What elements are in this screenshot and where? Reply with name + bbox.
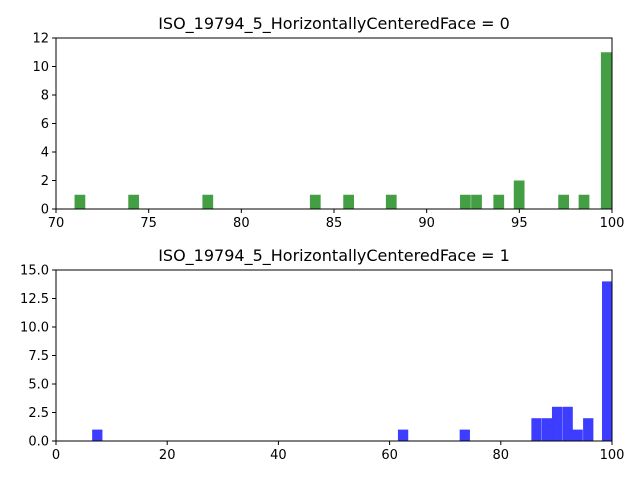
histogram-bar (514, 181, 525, 210)
histogram-bar (386, 195, 397, 209)
x-tick-label: 100 (600, 448, 625, 463)
histogram-bar (75, 195, 86, 209)
x-tick-label: 70 (48, 216, 65, 231)
histogram-bar (202, 195, 213, 209)
histogram-bar (531, 418, 541, 441)
histogram-bar (563, 407, 573, 441)
y-tick-label: 2 (41, 174, 49, 189)
y-tick-label: 10 (32, 60, 49, 75)
x-tick-label: 100 (600, 216, 625, 231)
y-tick-label: 8 (41, 89, 49, 104)
histogram-bar (92, 430, 102, 441)
histogram-bar (128, 195, 139, 209)
x-tick-label: 75 (140, 216, 157, 231)
x-tick-label: 85 (326, 216, 343, 231)
histogram-bar (471, 195, 482, 209)
x-tick-label: 60 (381, 448, 398, 463)
y-tick-label: 0 (41, 203, 49, 218)
y-tick-label: 5.0 (28, 378, 49, 393)
y-tick-label: 7.5 (28, 349, 49, 364)
histogram-bar (579, 195, 590, 209)
histogram-bar (493, 195, 504, 209)
histogram-bar (398, 430, 408, 441)
histogram-bar (310, 195, 321, 209)
y-tick-label: 12.5 (20, 292, 49, 307)
y-tick-label: 12 (32, 32, 49, 47)
x-tick-label: 80 (233, 216, 250, 231)
histogram-bar (602, 281, 612, 441)
y-tick-label: 4 (41, 146, 49, 161)
y-tick-label: 2.5 (28, 406, 49, 421)
histogram-bar (460, 430, 470, 441)
x-tick-label: 40 (270, 448, 287, 463)
x-tick-label: 95 (511, 216, 528, 231)
histogram-bar (558, 195, 569, 209)
x-tick-label: 90 (418, 216, 435, 231)
y-tick-label: 15.0 (20, 264, 49, 279)
histogram-bar (601, 52, 612, 209)
histogram-bar (573, 430, 583, 441)
y-tick-label: 6 (41, 117, 49, 132)
y-tick-label: 0.0 (28, 435, 49, 450)
x-tick-label: 80 (493, 448, 510, 463)
plot-frame (56, 38, 612, 209)
chart-title: ISO_19794_5_HorizontallyCenteredFace = 1 (158, 246, 510, 266)
plot-frame (56, 270, 612, 441)
histogram-bar (552, 407, 562, 441)
histogram-bar (343, 195, 354, 209)
chart-title: ISO_19794_5_HorizontallyCenteredFace = 0 (158, 14, 510, 34)
x-tick-label: 0 (52, 448, 60, 463)
histogram-bar (460, 195, 471, 209)
y-tick-label: 10.0 (20, 321, 49, 336)
histogram-bar (583, 418, 593, 441)
x-tick-label: 20 (159, 448, 176, 463)
histogram-bar (542, 418, 552, 441)
